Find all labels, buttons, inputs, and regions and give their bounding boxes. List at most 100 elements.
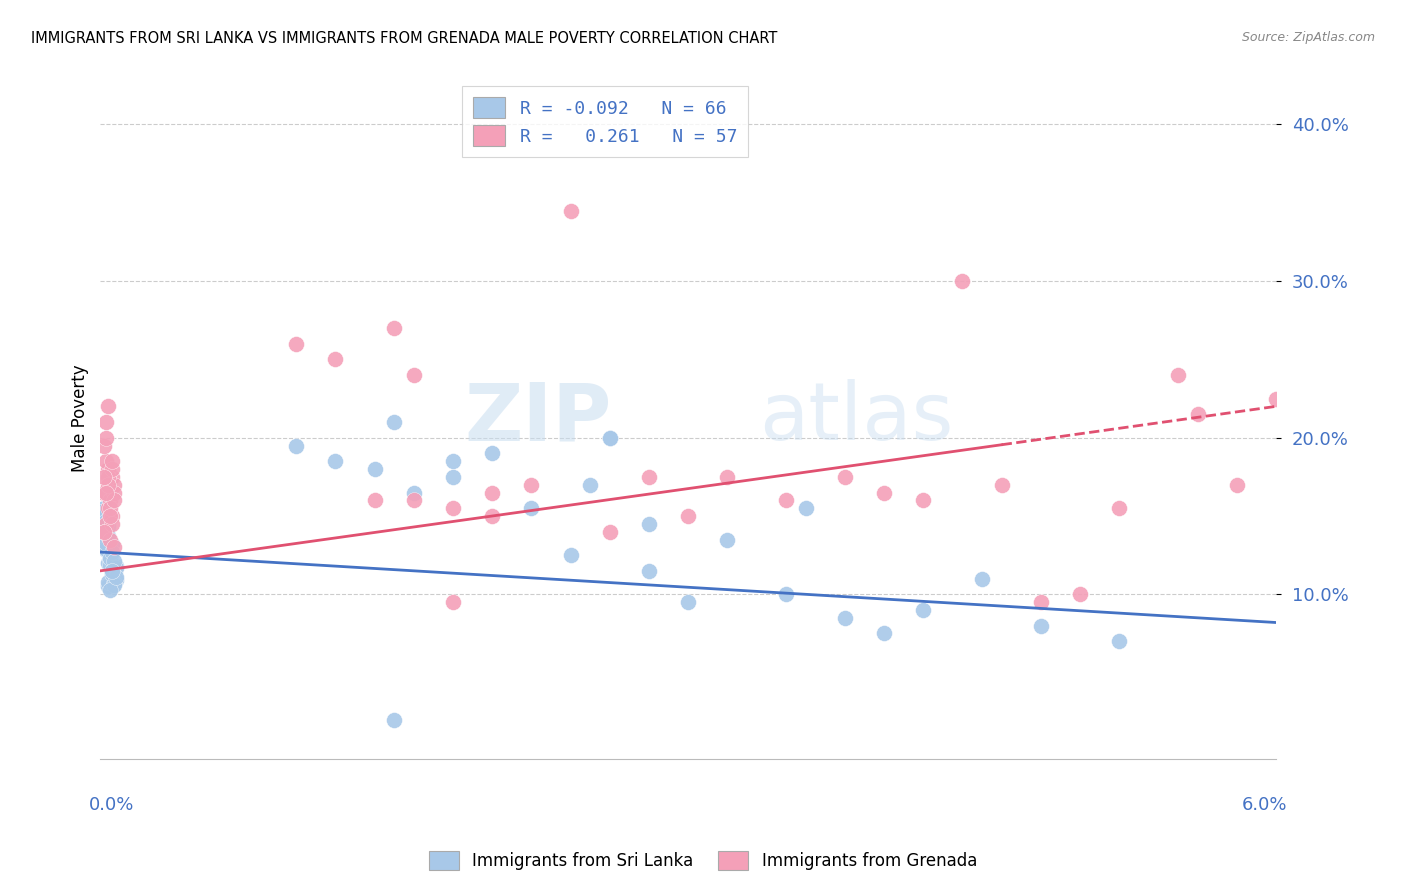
Point	[93, 524, 115, 539]
Point	[101, 462, 124, 476]
Point	[1226, 477, 1249, 491]
Point	[101, 564, 124, 578]
Point	[560, 548, 582, 562]
Text: IMMIGRANTS FROM SRI LANKA VS IMMIGRANTS FROM GRENADA MALE POVERTY CORRELATION CH: IMMIGRANTS FROM SRI LANKA VS IMMIGRANTS …	[31, 31, 778, 46]
Point	[96, 516, 118, 531]
Point	[105, 559, 128, 574]
Point	[402, 368, 425, 382]
Point	[481, 508, 503, 523]
Point	[96, 514, 118, 528]
Point	[105, 570, 128, 584]
Point	[101, 562, 124, 576]
Point	[103, 493, 125, 508]
Point	[1108, 501, 1130, 516]
Point	[96, 485, 118, 500]
Point	[93, 524, 115, 539]
Point	[101, 566, 124, 581]
Point	[325, 454, 347, 468]
Point	[98, 582, 121, 597]
Point	[93, 524, 115, 539]
Point	[96, 541, 118, 556]
Point	[638, 564, 661, 578]
Point	[1187, 407, 1209, 421]
Point	[93, 533, 115, 547]
Point	[1108, 634, 1130, 648]
Point	[970, 572, 993, 586]
Point	[105, 560, 128, 574]
Point	[103, 554, 125, 568]
Point	[579, 477, 602, 491]
Point	[98, 508, 121, 523]
Point	[912, 493, 935, 508]
Point	[96, 454, 118, 468]
Point	[638, 470, 661, 484]
Point	[93, 504, 115, 518]
Point	[98, 493, 121, 508]
Point	[97, 529, 120, 543]
Point	[402, 493, 425, 508]
Point	[96, 543, 118, 558]
Point	[97, 470, 120, 484]
Text: atlas: atlas	[759, 379, 953, 457]
Point	[285, 336, 308, 351]
Text: 6.0%: 6.0%	[1243, 797, 1288, 814]
Point	[873, 626, 896, 640]
Point	[103, 485, 125, 500]
Point	[96, 431, 118, 445]
Point	[96, 541, 118, 555]
Point	[103, 568, 125, 582]
Point	[97, 477, 120, 491]
Point	[97, 556, 120, 570]
Point	[93, 438, 115, 452]
Point	[382, 713, 405, 727]
Point	[98, 547, 121, 561]
Point	[93, 485, 115, 500]
Point	[481, 446, 503, 460]
Point	[834, 611, 856, 625]
Point	[97, 579, 120, 593]
Point	[363, 462, 385, 476]
Point	[560, 203, 582, 218]
Point	[1029, 618, 1052, 632]
Point	[834, 470, 856, 484]
Point	[101, 470, 124, 484]
Point	[716, 533, 738, 547]
Point	[638, 516, 661, 531]
Point	[98, 551, 121, 566]
Point	[101, 508, 124, 523]
Point	[97, 531, 120, 545]
Point	[775, 587, 797, 601]
Point	[599, 524, 621, 539]
Point	[101, 454, 124, 468]
Point	[96, 415, 118, 429]
Text: 0.0%: 0.0%	[89, 797, 134, 814]
Point	[93, 528, 115, 542]
Point	[103, 576, 125, 591]
Point	[363, 493, 385, 508]
Point	[952, 274, 974, 288]
Point	[97, 462, 120, 476]
Point	[382, 321, 405, 335]
Point	[676, 595, 699, 609]
Point	[97, 516, 120, 531]
Point	[97, 520, 120, 534]
Point	[103, 477, 125, 491]
Point	[441, 454, 464, 468]
Point	[98, 533, 121, 547]
Point	[101, 516, 124, 531]
Point	[101, 537, 124, 551]
Point	[285, 438, 308, 452]
Point	[97, 501, 120, 516]
Point	[441, 595, 464, 609]
Point	[1167, 368, 1189, 382]
Point	[105, 573, 128, 587]
Point	[599, 431, 621, 445]
Point	[98, 501, 121, 516]
Point	[599, 431, 621, 445]
Point	[103, 572, 125, 586]
Point	[1265, 392, 1288, 406]
Legend: Immigrants from Sri Lanka, Immigrants from Grenada: Immigrants from Sri Lanka, Immigrants fr…	[422, 844, 984, 877]
Point	[103, 541, 125, 555]
Point	[716, 470, 738, 484]
Point	[93, 470, 115, 484]
